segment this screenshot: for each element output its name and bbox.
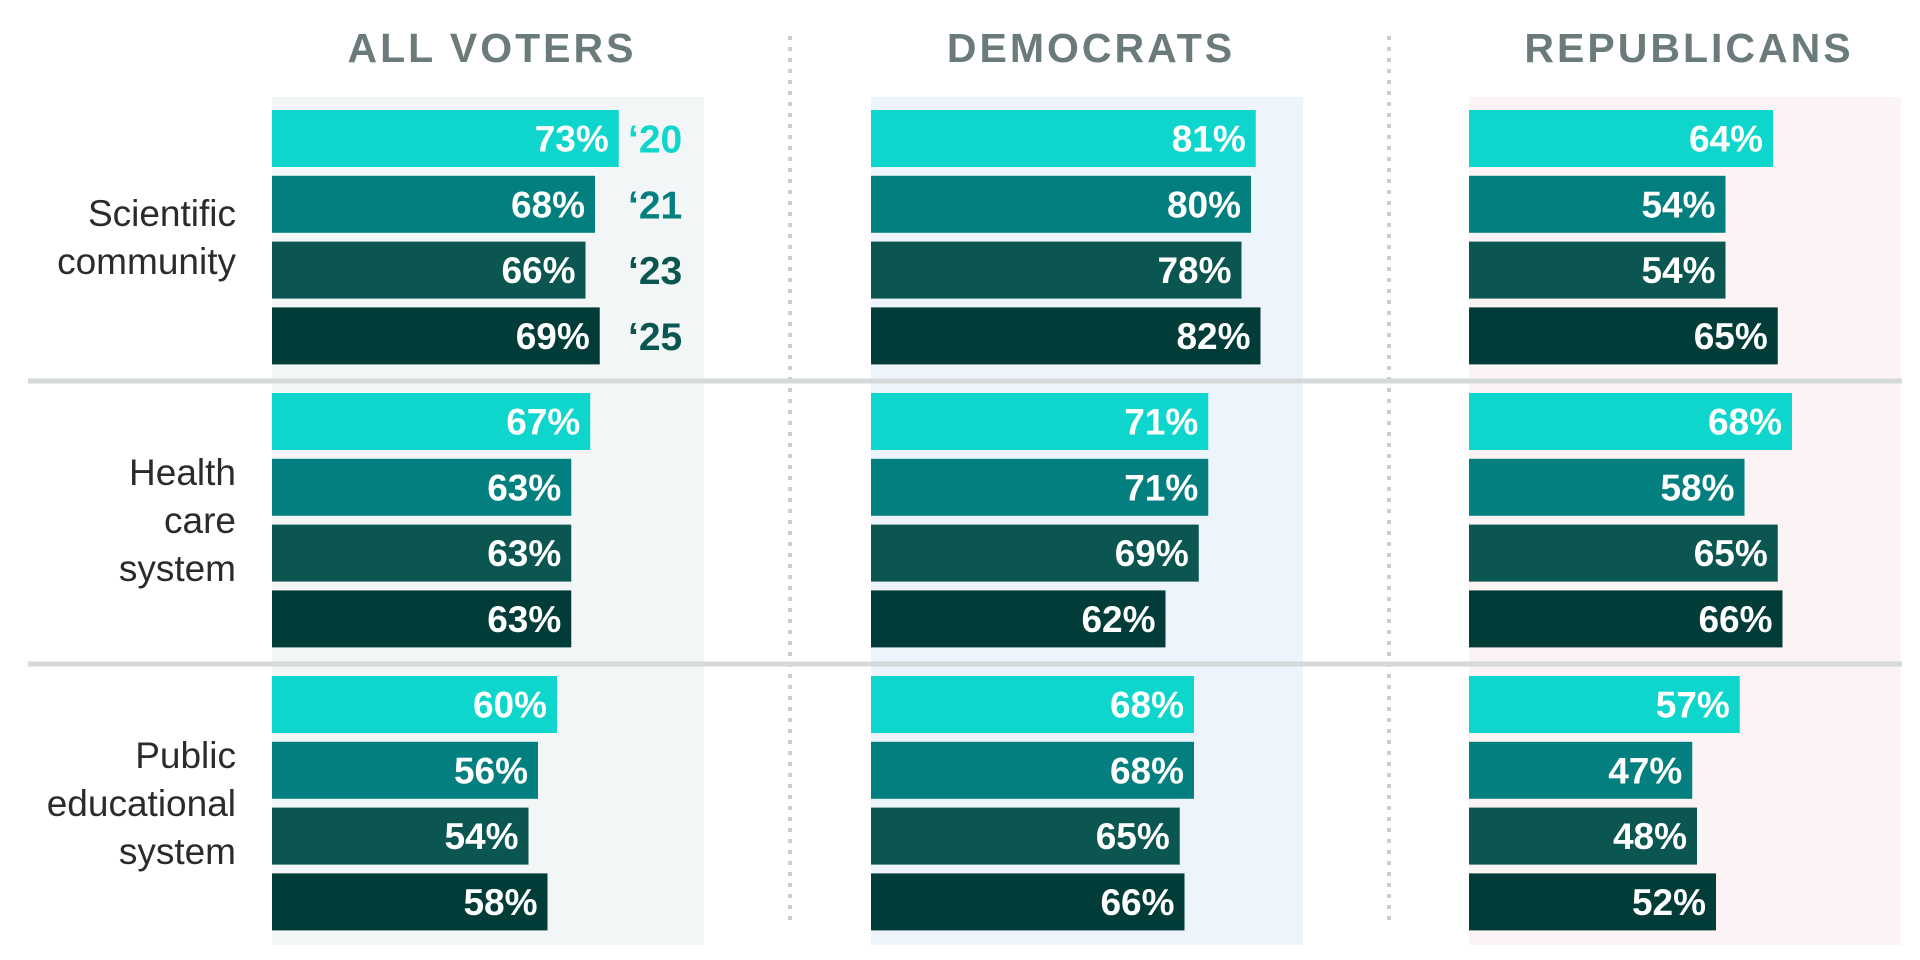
panel-header-1: ALL VOTERS [348,25,637,71]
bar-1-1-4 [272,307,600,365]
category-label-2: Health care system [119,452,236,589]
bar-2-2-4 [871,590,1166,648]
bar-value-label: 65% [1694,533,1768,574]
bar-2-3-4 [1469,590,1783,648]
bar-value-label: 66% [501,250,575,291]
category-label-3: Public educational system [47,735,236,872]
category-label-line: community [57,241,236,282]
bar-value-label: 54% [444,816,518,857]
bar-1-3-2 [1469,175,1726,233]
bar-value-label: 58% [463,882,537,923]
bar-1-2-3 [871,241,1242,299]
bar-value-label: 73% [535,119,609,160]
bar-2-2-1 [871,393,1209,450]
bar-value-label: 80% [1167,184,1241,225]
bar-2-1-1 [272,393,591,450]
bar-1-1-2 [272,175,595,233]
bar-value-label: 63% [487,599,561,640]
category-label-line: system [119,831,236,872]
bar-1-3-1 [1469,110,1773,167]
legend-year-1: ‘20 [628,119,682,162]
legend-year-2: ‘21 [628,184,682,227]
bar-value-label: 54% [1641,250,1715,291]
bar-value-label: 62% [1081,599,1155,640]
bar-value-label: 68% [1708,402,1782,443]
bar-2-1-2 [272,458,572,516]
bar-3-1-2 [272,741,538,799]
bar-value-label: 65% [1694,316,1768,357]
category-label-1: Scientific community [57,193,236,282]
bar-2-3-1 [1469,393,1792,450]
bar-value-label: 47% [1608,750,1682,791]
bar-1-1-3 [272,241,586,299]
panel-background-2 [871,97,1303,945]
category-label-line: system [119,548,236,589]
category-label-line: Health [129,452,236,493]
bar-3-2-4 [871,873,1185,931]
bar-2-2-3 [871,524,1199,582]
bar-value-label: 69% [516,316,590,357]
category-label-line: care [164,500,236,541]
bar-1-2-4 [871,307,1261,365]
bar-value-label: 68% [1110,685,1184,726]
bar-value-label: 78% [1157,250,1231,291]
bar-1-1-1 [272,110,619,167]
bar-value-label: 71% [1124,467,1198,508]
bar-value-label: 68% [511,184,585,225]
bar-value-label: 56% [454,750,528,791]
bar-value-label: 54% [1641,184,1715,225]
bar-value-label: 71% [1124,402,1198,443]
bar-2-3-2 [1469,458,1745,516]
bar-3-1-1 [272,676,557,733]
bar-value-label: 57% [1656,685,1730,726]
category-label-line: educational [47,783,236,824]
bar-1-2-2 [871,175,1251,233]
bar-2-1-4 [272,590,572,648]
bar-value-label: 60% [473,685,547,726]
bar-value-label: 68% [1110,750,1184,791]
bar-3-2-3 [871,807,1180,865]
bar-1-2-1 [871,110,1256,167]
panel-background-1 [272,97,704,945]
bar-2-1-3 [272,524,572,582]
bar-3-3-2 [1469,741,1693,799]
bar-2-3-3 [1469,524,1778,582]
bar-value-label: 64% [1689,119,1763,160]
category-label-line: Public [135,735,236,776]
bar-value-label: 67% [506,402,580,443]
bar-3-3-3 [1469,807,1697,865]
bar-value-label: 66% [1100,882,1174,923]
bar-value-label: 63% [487,533,561,574]
bar-value-label: 52% [1632,882,1706,923]
legend-year-4: ‘25 [628,316,682,359]
bar-1-3-3 [1469,241,1726,299]
bar-value-label: 63% [487,467,561,508]
bar-value-label: 81% [1172,119,1246,160]
bar-3-2-2 [871,741,1194,799]
category-label-line: Scientific [88,193,236,234]
bar-value-label: 82% [1176,316,1250,357]
bar-value-label: 48% [1613,816,1687,857]
panel-header-2: DEMOCRATS [947,25,1235,71]
bar-3-3-1 [1469,676,1740,733]
bar-value-label: 58% [1660,467,1734,508]
bar-value-label: 66% [1698,599,1772,640]
bar-2-2-2 [871,458,1209,516]
panel-background-3 [1469,97,1901,945]
bar-3-3-4 [1469,873,1716,931]
bar-value-label: 69% [1115,533,1189,574]
legend-year-3: ‘23 [628,250,682,293]
bar-value-label: 65% [1096,816,1170,857]
bar-3-1-3 [272,807,529,865]
bar-1-3-4 [1469,307,1778,365]
panel-header-3: REPUBLICANS [1524,25,1853,71]
bar-3-1-4 [272,873,548,931]
bar-3-2-1 [871,676,1194,733]
